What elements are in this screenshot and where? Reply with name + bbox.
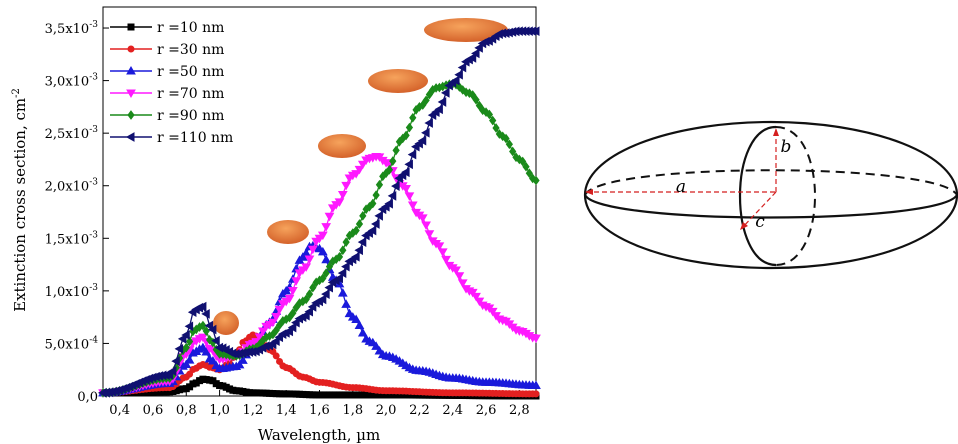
legend-label: r =50 nm — [157, 64, 224, 80]
data-point — [322, 256, 330, 263]
data-point — [393, 146, 399, 154]
x-tick-label: 1,8 — [342, 403, 363, 418]
x-tick-label: 0,8 — [176, 403, 197, 418]
legend-item: r =90 nm — [110, 108, 224, 124]
y-tick-label: 1,0x10-3 — [45, 283, 99, 300]
series-line — [103, 246, 536, 393]
particle-shape — [267, 220, 309, 244]
data-point — [410, 114, 416, 122]
data-point — [302, 249, 310, 256]
data-point — [455, 273, 463, 280]
data-point — [339, 191, 347, 198]
legend-item: r =10 nm — [110, 20, 224, 36]
x-tick-labels: 0,4 0,6 0,8 1,0 1,2 1,4 1,6 1,8 2,0 2,2 2,4 2,6 2,8 — [109, 403, 529, 418]
data-point — [342, 182, 350, 189]
legend: r =10 nm r =30 nm r =50 nm r =70 nm r =90 nm… — [110, 20, 233, 146]
legend-item: r =50 nm — [110, 64, 224, 80]
label-c: c — [755, 212, 765, 232]
x-tick-label: 0,4 — [109, 403, 130, 418]
label-b: b — [781, 137, 792, 157]
legend-label: r =90 nm — [157, 108, 224, 124]
x-tick-label: 2,2 — [409, 403, 430, 418]
particle-shape — [213, 311, 239, 335]
x-tick-label: 0,6 — [143, 403, 164, 418]
series-4 — [99, 153, 540, 396]
legend-marker — [128, 111, 134, 119]
extinction-chart: 0,4 0,6 0,8 1,0 1,2 1,4 1,6 1,8 2,0 2,2 2,4 2,6 2,8 … — [11, 7, 540, 444]
data-point — [322, 224, 330, 231]
data-point — [359, 329, 367, 336]
legend-item: r =30 nm — [110, 42, 224, 58]
equator-front — [585, 195, 957, 218]
data-point — [439, 249, 447, 256]
arrow-b — [773, 128, 779, 136]
x-tick-label: 1,6 — [309, 403, 330, 418]
x-tick-label: 2,0 — [376, 403, 397, 418]
y-tick-label: 0,0 — [77, 390, 98, 405]
label-a: a — [676, 177, 686, 197]
data-point — [373, 191, 379, 199]
y-tick-label: 3,0x10-3 — [45, 73, 99, 90]
y-tick-label: 2,5x10-3 — [45, 125, 99, 142]
legend-label: r =70 nm — [157, 86, 224, 102]
legend-marker — [128, 24, 134, 30]
data-point — [273, 353, 279, 359]
ellipsoid-outline — [585, 122, 957, 268]
series-2 — [100, 332, 539, 397]
particle-shape — [368, 69, 428, 93]
y-tick-labels: 0,0 5,0x10-4 1,0x10-3 1,5x10-3 2,0x10-3 2,5x1… — [45, 20, 99, 405]
y-axis-label: Extinction cross section, cm-2 — [11, 88, 29, 312]
data-point — [409, 202, 417, 209]
data-point — [376, 181, 382, 189]
y-tick-label: 5,0x10-4 — [45, 335, 99, 352]
x-tick-label: 2,4 — [442, 403, 463, 418]
particle-shape — [318, 134, 366, 158]
equator-back — [585, 170, 957, 195]
x-tick-label: 1,2 — [243, 403, 264, 418]
x-tick-label: 1,4 — [276, 403, 297, 418]
data-point — [405, 193, 413, 200]
ellipsoid-diagram: a b c — [585, 122, 957, 268]
legend-label: r =30 nm — [157, 42, 224, 58]
data-point — [339, 289, 347, 296]
data-point — [325, 213, 333, 220]
data-point — [342, 300, 350, 307]
y-tick-label: 3,5x10-3 — [45, 20, 99, 37]
legend-label: r =110 nm — [157, 130, 233, 146]
series-group — [99, 27, 540, 399]
y-tick-label: 2,0x10-3 — [45, 178, 99, 195]
legend-label: r =10 nm — [157, 20, 224, 36]
data-point — [422, 222, 430, 229]
y-tick-label: 1,5x10-3 — [45, 230, 99, 247]
data-point — [405, 160, 412, 168]
x-tick-label: 2,8 — [509, 403, 530, 418]
x-axis-label: Wavelength, µm — [258, 426, 381, 444]
x-tick-label: 2,6 — [476, 403, 497, 418]
data-point — [439, 98, 446, 106]
y-axis-label-exponent: -2 — [11, 88, 22, 98]
legend-marker — [127, 133, 134, 141]
legend-item: r =110 nm — [110, 130, 233, 146]
data-point — [533, 391, 539, 397]
cross-section-front — [740, 127, 776, 265]
data-point — [425, 231, 433, 238]
series-line — [103, 157, 536, 393]
data-point — [406, 124, 412, 132]
legend-marker — [128, 46, 134, 52]
series-6 — [99, 27, 539, 397]
x-tick-label: 1,0 — [209, 403, 230, 418]
legend-item: r =70 nm — [110, 86, 224, 102]
